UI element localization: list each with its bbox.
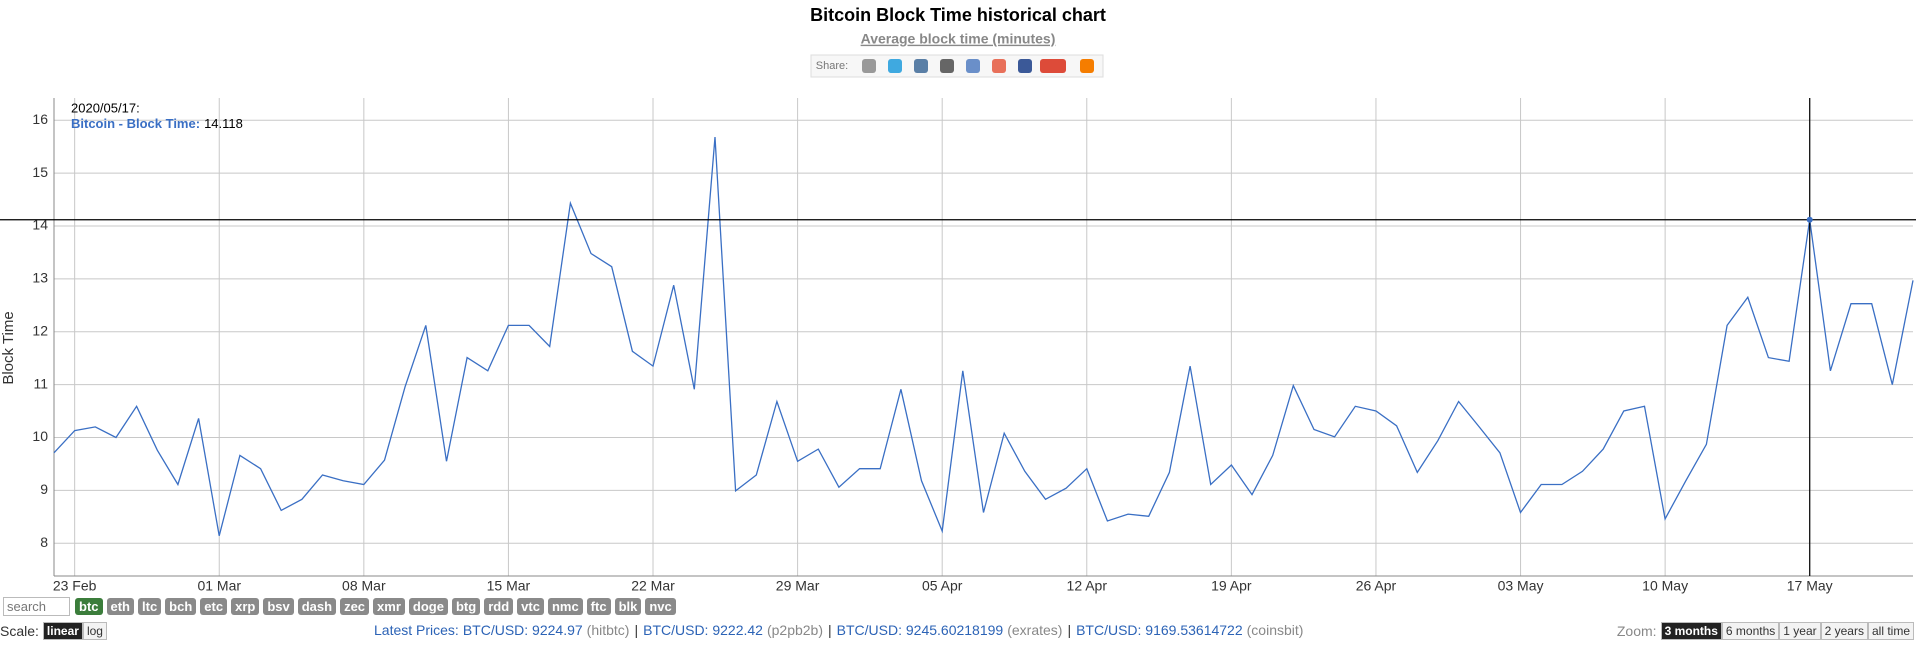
share-vk[interactable] xyxy=(914,59,928,73)
y-tick-label: 16 xyxy=(32,111,48,127)
coin-button[interactable]: doge xyxy=(408,598,448,615)
y-tick-label: 8 xyxy=(40,534,48,550)
zoom-button[interactable]: 6 months xyxy=(1721,622,1780,640)
price-pair: BTC/USD: 9169.53614722 xyxy=(1076,622,1243,638)
x-tick-label: 17 May xyxy=(1787,578,1833,594)
coin-button[interactable]: nvc xyxy=(645,598,676,615)
search-box[interactable]: search xyxy=(3,597,70,616)
y-tick-label: 11 xyxy=(33,375,48,391)
coin-button[interactable]: dash xyxy=(297,598,337,615)
price-source: (exrates) xyxy=(1007,622,1063,638)
coin-row: search btc eth ltc bch etc xrp bsv dash zec xmr dog… xyxy=(3,597,680,616)
share-gplus[interactable] xyxy=(992,59,1006,73)
chart-title: Bitcoin Block Time historical chart xyxy=(810,5,1106,25)
price-pair: BTC/USD: 9245.60218199 xyxy=(836,622,1004,638)
coin-button[interactable]: xrp xyxy=(231,598,260,615)
coin-button[interactable]: btg xyxy=(451,598,481,615)
coin-button[interactable]: rdd xyxy=(484,598,514,615)
scale-label: Scale: xyxy=(0,623,39,639)
scale-button[interactable]: log xyxy=(82,622,107,640)
price-source: (hitbtc) xyxy=(586,622,630,638)
x-tick-label: 10 May xyxy=(1642,578,1688,594)
x-tick-label: 15 Mar xyxy=(487,578,531,594)
x-tick-label: 19 Apr xyxy=(1211,578,1252,594)
share-gplus-one[interactable] xyxy=(1040,59,1066,73)
price-pair: BTC/USD: 9222.42 xyxy=(643,622,763,638)
scale-group: Scale: linear log xyxy=(0,622,107,640)
zoom-button[interactable]: all time xyxy=(1867,622,1914,640)
latest-prices: Latest Prices: BTC/USD: 9224.97 (hitbtc) | B… xyxy=(374,622,1303,638)
y-tick-label: 12 xyxy=(32,322,48,338)
y-tick-label: 10 xyxy=(32,428,48,444)
y-tick-label: 13 xyxy=(32,270,48,286)
tooltip-value: 14.118 xyxy=(204,116,243,131)
share-reddit[interactable] xyxy=(862,59,876,73)
x-tick-label: 03 May xyxy=(1498,578,1544,594)
coin-button[interactable]: btc xyxy=(75,598,103,615)
bottom-row: Scale: linear log Latest Prices: BTC/USD: 92… xyxy=(0,622,1916,642)
x-tick-label: 26 Apr xyxy=(1356,578,1397,594)
share-bar: Share: xyxy=(810,54,1104,78)
zoom-button[interactable]: 2 years xyxy=(1820,622,1868,640)
x-tick-label: 29 Mar xyxy=(776,578,820,594)
coin-button[interactable]: ftc xyxy=(586,598,611,615)
coin-button[interactable]: eth xyxy=(106,598,134,615)
y-tick-label: 14 xyxy=(32,217,48,233)
price-separator: | xyxy=(1067,622,1072,638)
share-weibo[interactable] xyxy=(940,59,954,73)
y-tick-label: 9 xyxy=(40,481,48,497)
x-tick-label: 08 Mar xyxy=(342,578,386,594)
price-source: (p2pb2b) xyxy=(766,622,823,638)
price-separator: | xyxy=(634,622,639,638)
x-tick-label: 05 Apr xyxy=(922,578,963,594)
zoom-group: Zoom: 3 months 6 months 1 year 2 years all ti… xyxy=(1617,622,1914,640)
coin-button[interactable]: bch xyxy=(165,598,197,615)
x-tick-label: 01 Mar xyxy=(197,578,241,594)
coin-button[interactable]: zec xyxy=(340,598,370,615)
zoom-button[interactable]: 3 months xyxy=(1660,622,1722,640)
prices-label: Latest Prices: xyxy=(374,622,459,638)
tooltip-label: Bitcoin - Block Time: xyxy=(71,116,200,131)
share-blogger[interactable] xyxy=(1080,59,1094,73)
plot-area xyxy=(54,98,1913,576)
coin-button[interactable]: ltc xyxy=(138,598,162,615)
coin-button[interactable]: bsv xyxy=(263,598,294,615)
data-line xyxy=(53,137,1914,536)
share-like[interactable] xyxy=(966,59,980,73)
x-tick-label: 22 Mar xyxy=(631,578,675,594)
price-source: (coinsbit) xyxy=(1246,622,1304,638)
y-tick-label: 15 xyxy=(32,164,48,180)
chart-subtitle: Average block time (minutes) xyxy=(861,31,1056,47)
share-facebook[interactable] xyxy=(1018,59,1032,73)
coin-button[interactable]: blk xyxy=(614,598,642,615)
tooltip-date: 2020/05/17: xyxy=(71,100,140,115)
price-pair: BTC/USD: 9224.97 xyxy=(462,622,583,638)
coin-button[interactable]: vtc xyxy=(517,598,544,615)
coin-button[interactable]: xmr xyxy=(373,598,405,615)
hover-point xyxy=(1806,216,1813,223)
tooltip-series: Bitcoin - Block Time: 14.118 xyxy=(71,116,243,131)
coin-button[interactable]: nmc xyxy=(547,598,583,615)
scale-button[interactable]: linear xyxy=(42,622,83,640)
zoom-label: Zoom: xyxy=(1616,623,1657,639)
share-twitter[interactable] xyxy=(888,59,902,73)
zoom-button[interactable]: 1 year xyxy=(1779,622,1821,640)
x-tick-label: 23 Feb xyxy=(53,578,97,594)
price-separator: | xyxy=(828,622,832,638)
y-axis-label: Block Time xyxy=(0,311,17,384)
coin-button[interactable]: etc xyxy=(200,598,228,615)
share-label: Share: xyxy=(816,60,848,72)
x-tick-label: 12 Apr xyxy=(1067,578,1108,594)
